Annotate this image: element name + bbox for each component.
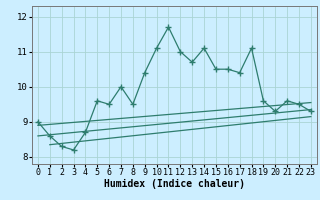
X-axis label: Humidex (Indice chaleur): Humidex (Indice chaleur) bbox=[104, 179, 245, 189]
